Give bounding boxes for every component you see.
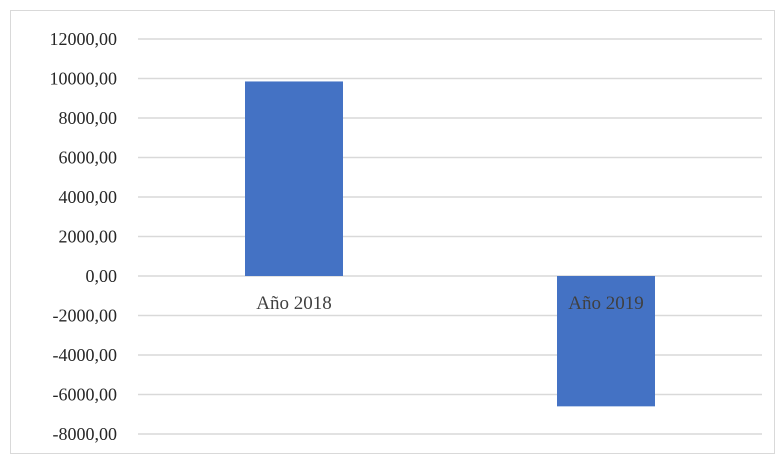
- y-tick-label: 10000,00: [50, 69, 118, 89]
- category-label: Año 2018: [256, 293, 331, 314]
- y-tick-label: -6000,00: [53, 385, 118, 405]
- y-tick-label: 6000,00: [59, 148, 118, 168]
- y-tick-label: 4000,00: [59, 187, 118, 207]
- y-axis-tick-labels: 12000,00 10000,00 8000,00 6000,00 4000,00 200…: [50, 29, 118, 444]
- category-labels: Año 2018 Año 2019: [256, 293, 643, 314]
- y-tick-label: -4000,00: [53, 345, 118, 365]
- bars: [245, 81, 655, 407]
- y-tick-label: 2000,00: [59, 227, 118, 247]
- y-tick-label: -8000,00: [53, 424, 118, 444]
- gridlines: [138, 38, 762, 435]
- y-tick-label: 8000,00: [59, 108, 118, 128]
- y-tick-label: 12000,00: [50, 29, 118, 49]
- category-label: Año 2019: [568, 293, 643, 314]
- bar-0: [245, 81, 343, 277]
- y-tick-label: 0,00: [86, 266, 118, 286]
- y-tick-label: -2000,00: [53, 306, 118, 326]
- bar-1: [557, 276, 655, 407]
